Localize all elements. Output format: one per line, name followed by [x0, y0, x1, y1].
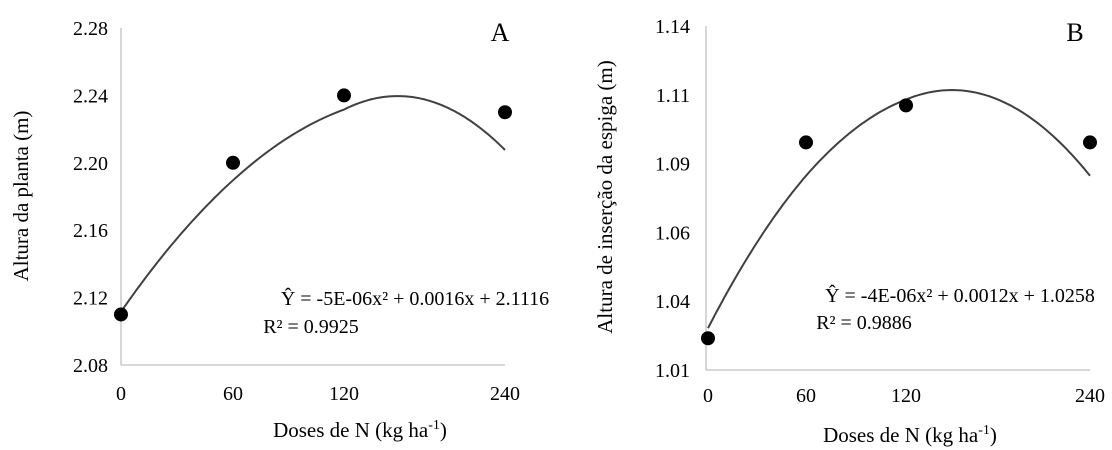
chart-b-y-tick-label: 1.11: [656, 85, 690, 107]
chart-a-y-axis-title: Altura da planta (m): [9, 111, 33, 282]
chart-b-data-point: [701, 331, 715, 346]
chart-b-r-squared: R² = 0.9886: [816, 312, 912, 334]
chart-b-y-tick-label: 1.01: [655, 360, 690, 382]
chart-b-y-tick-label: 1.09: [655, 154, 690, 176]
chart-b-data-point: [899, 98, 913, 113]
chart-b-y-tick-label: 1.14: [655, 16, 690, 38]
chart-b-data-point: [799, 135, 813, 150]
chart-a-trendline: [120, 95, 506, 313]
chart-b-x-axis-title: Doses de N (kg ha-1): [823, 423, 997, 447]
chart-a-x-axis-title: Doses de N (kg ha-1): [273, 418, 447, 442]
chart-a-y-tick-label: 2.12: [73, 288, 108, 310]
chart-b-equation: Ŷ = -4E-06x² + 0.0012x + 1.0258: [825, 284, 1095, 307]
chart-a-y-tick-label: 2.20: [73, 153, 108, 175]
chart-a-y-tick-label: 2.08: [73, 355, 108, 377]
chart-b-x-tick-label: 120: [891, 385, 921, 407]
chart-a-x-tick-label: 120: [329, 383, 359, 405]
chart-b-panel-label: B: [1066, 18, 1083, 47]
chart-b-x-tick-label: 0: [703, 385, 713, 407]
chart-a-x-tick-label: 240: [490, 383, 520, 405]
chart-a-data-point: [114, 307, 128, 322]
chart-a-data-point: [226, 155, 240, 170]
chart-b-data-point: [1083, 135, 1097, 150]
chart-b-x-tick-label: 60: [796, 385, 816, 407]
chart-b-y-tick-label: 1.04: [655, 291, 690, 313]
chart-b-x-tick-label: 240: [1075, 385, 1105, 407]
chart-b-y-axis-title: Altura de inserção da espiga (m): [593, 60, 617, 333]
chart-a-x-tick-label: 60: [223, 383, 243, 405]
chart-a-y-tick-label: 2.28: [73, 18, 108, 40]
chart-a-r-squared: R² = 0.9925: [263, 316, 359, 338]
chart-a-data-point: [498, 105, 512, 120]
chart-b-y-tick-label: 1.06: [655, 222, 690, 244]
chart-a-panel-label: A: [491, 18, 510, 47]
chart-a-y-tick-label: 2.16: [73, 220, 108, 242]
chart-a-data-point: [337, 88, 351, 103]
chart-a-equation: Ŷ = -5E-06x² + 0.0016x + 2.1116: [281, 287, 549, 310]
chart-a-y-tick-label: 2.24: [73, 85, 108, 107]
chart-a-x-tick-label: 0: [116, 383, 126, 405]
